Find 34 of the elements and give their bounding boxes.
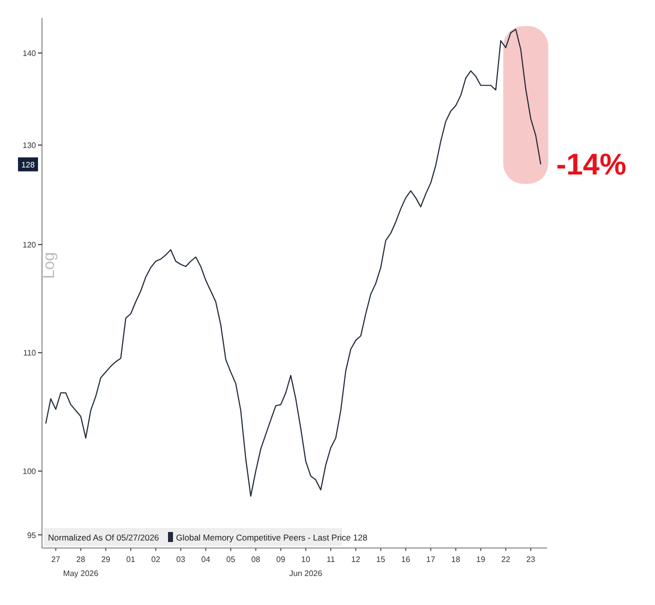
y-tick-label: 110 — [23, 348, 37, 358]
x-tick-label: 08 — [251, 555, 261, 564]
x-tick-label: 23 — [526, 555, 536, 564]
x-tick-label: 04 — [201, 555, 211, 564]
x-tick-label: 12 — [351, 555, 361, 564]
text: Jun 2026 — [289, 569, 323, 578]
y-tick-label: 140 — [22, 49, 37, 58]
x-tick-label: 16 — [401, 555, 411, 564]
x-tick-label: 18 — [451, 555, 461, 564]
x-tick-label: 27 — [51, 555, 61, 564]
text: 128 — [21, 160, 36, 170]
legend-label: Global Memory Competitive Peers - Last Price 128 — [176, 532, 368, 542]
y-axis-title: Log — [41, 252, 58, 279]
y-tick-label: 100 — [22, 467, 37, 476]
x-tick-label: 28 — [76, 555, 86, 564]
x-tick-label: 03 — [176, 555, 186, 564]
legend-title: Normalized As Of 05/27/2026 — [48, 532, 160, 542]
x-tick-label: 19 — [476, 555, 486, 564]
x-tick-label: 05 — [226, 555, 236, 564]
y-tick-label: 120 — [22, 240, 37, 250]
y-tick-label: 130 — [22, 141, 37, 150]
x-tick-label: 10 — [301, 555, 311, 564]
x-tick-label: 02 — [151, 555, 161, 564]
x-tick-label: 15 — [376, 555, 386, 564]
text: -14% — [556, 148, 626, 182]
text: May 2026 — [63, 569, 99, 578]
line-series — [45, 28, 542, 497]
x-tick-label: 29 — [101, 555, 111, 564]
x-tick-label: 22 — [501, 555, 511, 564]
x-tick-label: 17 — [426, 555, 436, 564]
y-tick-label: 95 — [27, 530, 37, 540]
x-tick-label: 01 — [126, 555, 136, 564]
x-tick-label: 09 — [276, 555, 286, 564]
x-tick-label: 11 — [326, 555, 336, 564]
